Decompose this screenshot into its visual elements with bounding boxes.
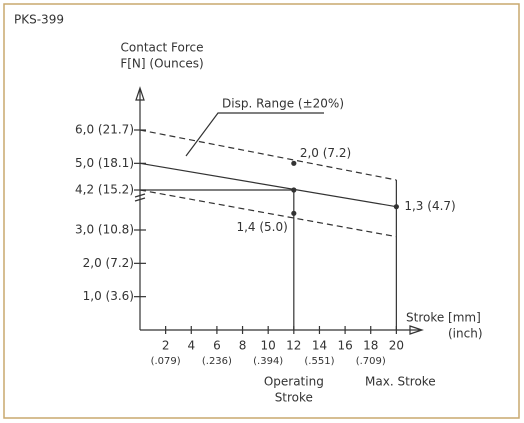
x-tick-label: 8 [239, 339, 247, 353]
x-axis-label: Stroke [mm] [406, 311, 481, 325]
point-label: 2,0 (7.2) [300, 146, 351, 160]
y-axis-label: Contact Force [121, 41, 204, 55]
x-tick-label: 2 [162, 339, 170, 353]
range-leader [185, 112, 324, 157]
y-tick-label: 2,0 (7.2) [83, 256, 134, 270]
x-tick-label: 18 [363, 339, 378, 353]
x-tick-inch-label: (.551) [304, 356, 334, 367]
x-tick-label: 10 [261, 339, 276, 353]
point-label: 1,4 (5.0) [236, 220, 287, 234]
x-tick-label: 4 [187, 339, 195, 353]
x-tick-label: 14 [312, 339, 327, 353]
x-tick-inch-label: (.079) [151, 356, 181, 367]
axis-break [134, 197, 146, 202]
y-tick-label: 5,0 (18.1) [75, 156, 134, 170]
x-tick-inch-label: (.709) [356, 356, 386, 367]
range-label: Disp. Range (±20%) [222, 97, 344, 111]
x-tick-inch-label: (.394) [253, 356, 283, 367]
x-tick-label: 16 [337, 339, 352, 353]
point [291, 187, 297, 193]
y-arrow [135, 86, 145, 101]
y-tick-label: 6,0 (21.7) [75, 123, 134, 137]
point [291, 210, 297, 216]
frame [3, 3, 520, 419]
point [393, 204, 399, 210]
stroke-label: Operating [264, 375, 324, 389]
x-axis-label: (inch) [448, 327, 483, 341]
y-axis-label: F[N] (Ounces) [120, 57, 203, 71]
range-line [139, 129, 397, 181]
axis-break [134, 193, 146, 198]
force-line [139, 162, 397, 208]
point [291, 160, 297, 166]
y-tick-label: 4,2 (15.2) [75, 183, 134, 197]
x-arrow [409, 325, 424, 335]
y-tick-label: 1,0 (3.6) [83, 289, 134, 303]
point-label: 1,3 (4.7) [404, 199, 455, 213]
chart-title: PKS-399 [14, 13, 64, 27]
x-tick-label: 20 [389, 339, 404, 353]
stroke-label: Max. Stroke [365, 375, 436, 389]
x-tick-inch-label: (.236) [202, 356, 232, 367]
range-line [139, 189, 397, 238]
stroke-label: Stroke [275, 391, 313, 405]
y-tick-label: 3,0 (10.8) [75, 223, 134, 237]
x-tick-label: 12 [286, 339, 301, 353]
x-tick-label: 6 [213, 339, 221, 353]
